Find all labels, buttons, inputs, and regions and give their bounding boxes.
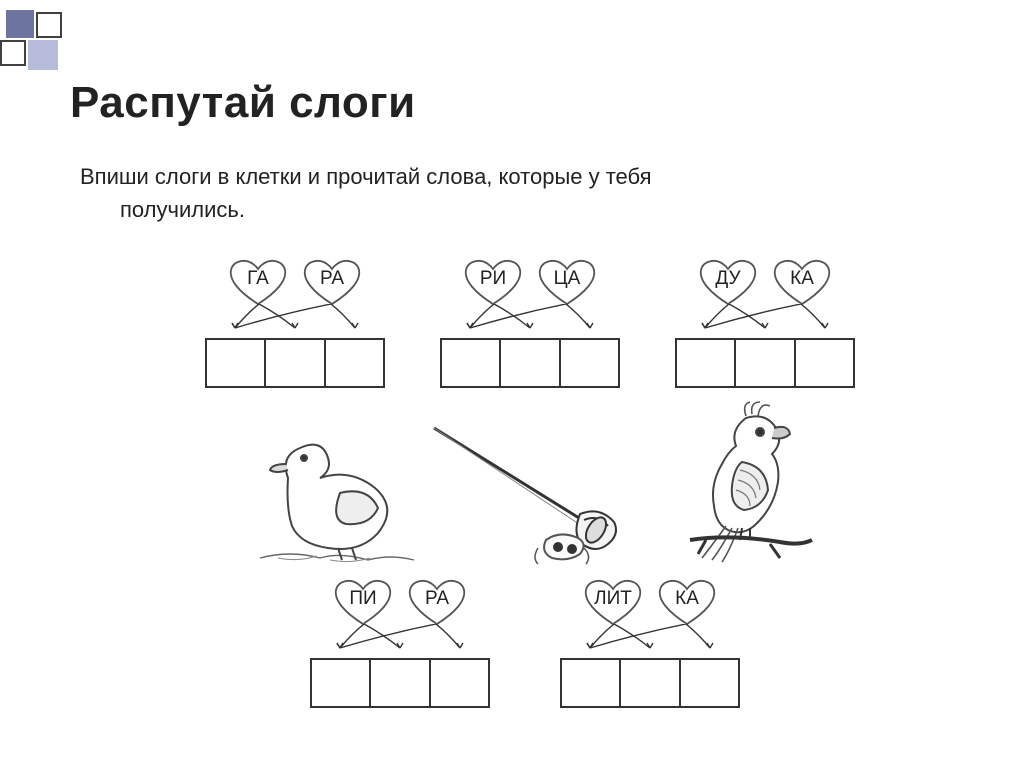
deco-square bbox=[36, 12, 62, 38]
answer-cell[interactable] bbox=[312, 660, 371, 706]
deco-square bbox=[6, 10, 34, 38]
syllable-heart: РА bbox=[301, 258, 363, 308]
answer-cells[interactable] bbox=[440, 338, 620, 388]
syllable-heart: РИ bbox=[462, 258, 524, 308]
syllable-label: РИ bbox=[462, 268, 524, 290]
hearts-row: ПИ РА bbox=[310, 578, 490, 640]
syllable-heart: ЦА bbox=[536, 258, 598, 308]
answer-cell[interactable] bbox=[501, 340, 560, 386]
syllable-heart: ГА bbox=[227, 258, 289, 308]
deco-square bbox=[28, 40, 58, 70]
answer-cells[interactable] bbox=[560, 658, 740, 708]
syllable-label: ПИ bbox=[332, 588, 394, 610]
deco-square bbox=[0, 40, 26, 66]
duck-illustration bbox=[250, 408, 420, 568]
answer-cell[interactable] bbox=[621, 660, 680, 706]
syllable-puzzle: ПИ РА bbox=[310, 578, 490, 708]
syllable-label: ГА bbox=[227, 268, 289, 290]
hearts-row: ГА РА bbox=[205, 258, 385, 320]
answer-cell[interactable] bbox=[431, 660, 488, 706]
syllable-label: РА bbox=[301, 268, 363, 290]
syllable-heart: РА bbox=[406, 578, 468, 628]
syllable-puzzle: ДУ КА bbox=[675, 258, 855, 388]
syllable-heart: ДУ bbox=[697, 258, 759, 308]
syllable-heart: КА bbox=[656, 578, 718, 628]
syllable-label: КА bbox=[656, 588, 718, 610]
syllable-heart: ПИ bbox=[332, 578, 394, 628]
hearts-row: ЛИТ КА bbox=[560, 578, 740, 640]
syllable-label: КА bbox=[771, 268, 833, 290]
syllable-puzzle: ГА РА bbox=[205, 258, 385, 388]
answer-cells[interactable] bbox=[205, 338, 385, 388]
corner-deco bbox=[0, 0, 140, 80]
hearts-row: ДУ КА bbox=[675, 258, 855, 320]
answer-cell[interactable] bbox=[562, 660, 621, 706]
syllable-puzzle: ЛИТ КА bbox=[560, 578, 740, 708]
answer-cell[interactable] bbox=[796, 340, 853, 386]
answer-cells[interactable] bbox=[675, 338, 855, 388]
syllable-heart: КА bbox=[771, 258, 833, 308]
instruction-text: Впиши слоги в клетки и прочитай слова, к… bbox=[80, 160, 964, 226]
syllable-heart: ЛИТ bbox=[582, 578, 644, 628]
syllable-puzzle: РИ ЦА bbox=[440, 258, 620, 388]
hearts-row: РИ ЦА bbox=[440, 258, 620, 320]
answer-cell[interactable] bbox=[326, 340, 383, 386]
instruction-line1: Впиши слоги в клетки и прочитай слова, к… bbox=[80, 164, 652, 189]
page-title: Распутай слоги bbox=[70, 78, 416, 128]
answer-cell[interactable] bbox=[736, 340, 795, 386]
answer-cells[interactable] bbox=[310, 658, 490, 708]
syllable-label: ДУ bbox=[697, 268, 759, 290]
answer-cell[interactable] bbox=[677, 340, 736, 386]
answer-cell[interactable] bbox=[442, 340, 501, 386]
answer-cell[interactable] bbox=[561, 340, 618, 386]
rapier-illustration bbox=[420, 408, 640, 568]
parrot-illustration bbox=[650, 398, 820, 568]
syllable-label: ЦА bbox=[536, 268, 598, 290]
answer-cell[interactable] bbox=[681, 660, 738, 706]
instruction-line2: получились. bbox=[80, 193, 964, 226]
answer-cell[interactable] bbox=[207, 340, 266, 386]
answer-cell[interactable] bbox=[371, 660, 430, 706]
syllable-label: ЛИТ bbox=[582, 588, 644, 610]
syllable-label: РА bbox=[406, 588, 468, 610]
answer-cell[interactable] bbox=[266, 340, 325, 386]
